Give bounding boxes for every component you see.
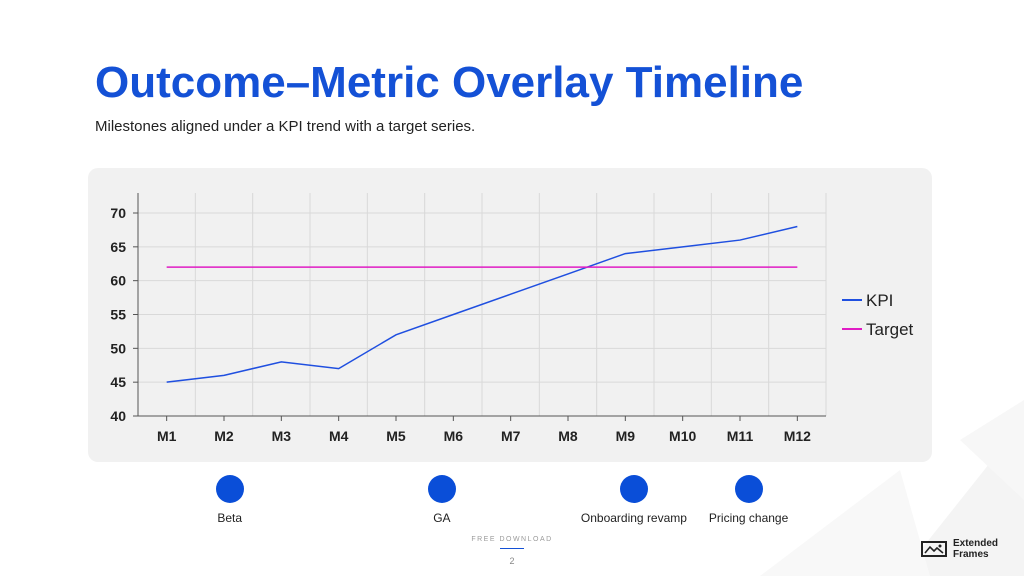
brand-name: Extended Frames: [953, 538, 999, 560]
chart-panel: 40 45 50 55 60 65 70 M1 M2 M3 M4 M5 M6 M7 M8 M9 M10 M11 M1…: [88, 168, 932, 462]
y-tick-label: 40: [110, 408, 126, 424]
brand-logo: Extended Frames: [921, 538, 1009, 560]
footer-label: FREE DOWNLOAD: [471, 536, 553, 543]
y-tick-label: 45: [110, 374, 126, 390]
slide-subtitle: Milestones aligned under a KPI trend wit…: [95, 118, 476, 135]
y-tick-label: 65: [110, 239, 126, 255]
milestone-label: Pricing change: [708, 511, 789, 525]
x-tick-label: M7: [501, 428, 521, 444]
x-tick-label: M9: [616, 428, 636, 444]
legend-label-target: Target: [866, 320, 914, 339]
series-line-kpi: [166, 225, 798, 383]
x-tick-label: M11: [727, 428, 754, 444]
footer-divider: [500, 548, 524, 549]
page-number: 2: [509, 556, 515, 566]
x-tick-label: M1: [157, 428, 177, 444]
milestone-label: Onboarding revamp: [580, 511, 687, 525]
milestone-dot: [734, 475, 763, 503]
y-tick-label: 55: [110, 307, 126, 323]
x-tick-label: M5: [386, 428, 406, 444]
kpi-chart: 40 45 50 55 60 65 70 M1 M2 M3 M4 M5 M6 M7 M8 M9 M10 M11 M1…: [110, 193, 914, 444]
x-tick-label: M6: [444, 428, 464, 444]
milestone-dot: [619, 475, 648, 503]
x-tick-label: M3: [272, 428, 292, 444]
milestone-label: GA: [433, 511, 451, 525]
milestone-dot: [215, 475, 244, 503]
x-tick-label: M8: [558, 428, 578, 444]
x-tick-label: M10: [669, 428, 696, 444]
x-tick-label: M12: [784, 428, 811, 444]
legend-label-kpi: KPI: [866, 291, 893, 310]
y-tick-label: 70: [110, 205, 126, 221]
milestone-label: Beta: [217, 511, 243, 525]
x-tick-label: M2: [214, 428, 234, 444]
frames-logo-icon: [921, 541, 947, 557]
slide-title: Outcome–Metric Overlay Timeline: [95, 58, 804, 107]
y-tick-label: 60: [110, 273, 126, 289]
x-tick-label: M4: [329, 428, 349, 444]
y-tick-label: 50: [110, 340, 126, 356]
milestone-dot: [427, 475, 456, 503]
